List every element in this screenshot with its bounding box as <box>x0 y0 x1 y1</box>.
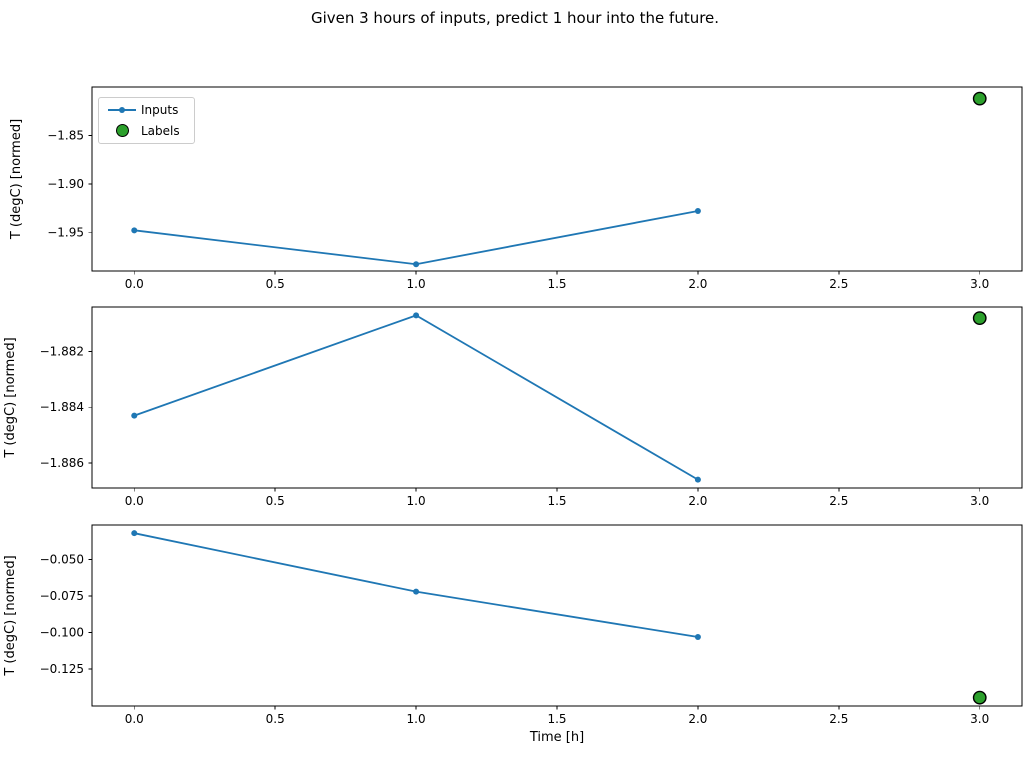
inputs-line <box>133 210 699 266</box>
inputs-point <box>413 588 420 595</box>
x-tick-label: 3.0 <box>970 277 989 291</box>
y-tick-label: −1.85 <box>47 128 84 142</box>
x-tick-label: 1.5 <box>547 277 566 291</box>
inputs-point <box>413 312 420 319</box>
y-tick-label: −0.050 <box>40 553 84 567</box>
inputs-point <box>131 530 138 537</box>
labels-point <box>972 311 987 326</box>
y-tick-label: −1.95 <box>47 225 84 239</box>
inputs-point <box>694 207 701 214</box>
x-tick-label: 0.5 <box>266 712 285 726</box>
x-tick-label: 2.0 <box>688 494 707 508</box>
subplot-1: 0.0 0.5 1.0 1.5 2.0 2.5 3.0 −1.85 −1.90 −1.95 T (d… <box>9 86 1023 291</box>
inputs-line <box>133 314 699 481</box>
inputs-point <box>131 227 138 234</box>
x-tick-label: 0.5 <box>266 277 285 291</box>
x-tick-label: 2.5 <box>829 277 848 291</box>
y-tick-label: −1.886 <box>40 456 84 470</box>
x-tick-label: 1.0 <box>407 277 426 291</box>
legend-item-inputs: Inputs <box>103 100 190 121</box>
y-tick-label: −0.100 <box>40 626 84 640</box>
labels-point <box>972 690 987 705</box>
legend-item-labels: Labels <box>103 121 190 142</box>
x-tick-label: 1.5 <box>547 494 566 508</box>
y-axis-label: T (degC) [normed] <box>3 555 18 676</box>
legend-label-labels: Labels <box>141 123 180 138</box>
y-tick-label: −1.884 <box>40 400 84 414</box>
x-tick-label: 0.5 <box>266 494 285 508</box>
inputs-point <box>694 476 701 483</box>
y-tick-label: −1.90 <box>47 177 84 191</box>
y-axis-label: T (degC) [normed] <box>3 337 18 458</box>
x-tick-label: 2.5 <box>829 712 848 726</box>
inputs-line-marker-icon <box>103 107 141 114</box>
inputs-point <box>413 261 420 268</box>
x-axis-label: Time [h] <box>529 730 585 745</box>
x-tick-label: 2.0 <box>688 277 707 291</box>
labels-circle-marker-icon <box>103 124 141 138</box>
y-tick-label: −1.882 <box>40 345 84 359</box>
x-tick-label: 1.5 <box>547 712 566 726</box>
x-tick-label: 2.0 <box>688 712 707 726</box>
inputs-point <box>694 633 701 640</box>
legend-box: Inputs Labels <box>98 97 195 144</box>
x-tick-label: 3.0 <box>970 494 989 508</box>
legend-label-inputs: Inputs <box>141 103 179 118</box>
x-tick-label: 2.5 <box>829 494 848 508</box>
figure-title: Given 3 hours of inputs, predict 1 hour … <box>310 9 720 27</box>
axes-frame <box>91 86 1023 272</box>
y-tick-label: −0.075 <box>40 589 84 603</box>
axes-frame <box>91 524 1023 707</box>
x-tick-label: 0.0 <box>125 494 144 508</box>
x-tick-label: 1.0 <box>407 712 426 726</box>
x-tick-label: 0.0 <box>125 712 144 726</box>
y-axis-label: T (degC) [normed] <box>9 119 24 240</box>
inputs-point <box>131 412 138 419</box>
subplot-2: 0.0 0.5 1.0 1.5 2.0 2.5 3.0 −1.882 −1.884 −1.886 T… <box>3 306 1023 508</box>
x-tick-label: 1.0 <box>407 494 426 508</box>
labels-point <box>972 91 987 106</box>
inputs-line <box>133 532 699 638</box>
axes-frame <box>91 306 1023 489</box>
y-tick-label: −0.125 <box>40 662 84 676</box>
subplot-3: 0.0 0.5 1.0 1.5 2.0 2.5 3.0 −0.050 −0.075 −0.100 −… <box>3 524 1023 726</box>
x-tick-label: 3.0 <box>970 712 989 726</box>
x-tick-label: 0.0 <box>125 277 144 291</box>
